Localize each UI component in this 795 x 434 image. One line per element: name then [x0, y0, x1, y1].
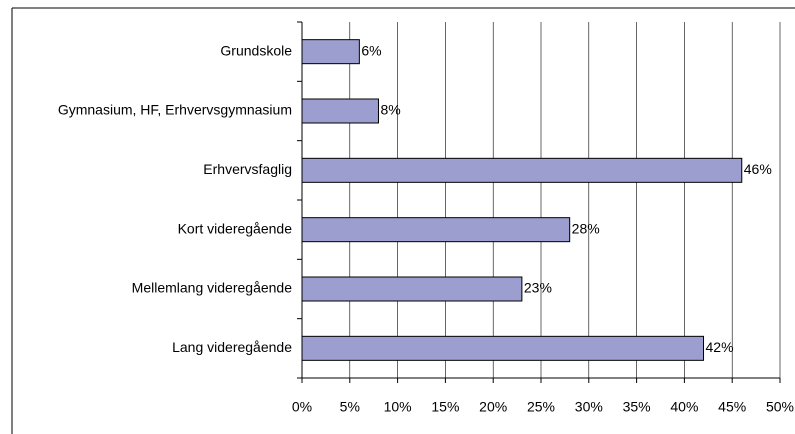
x-tick-label: 25%	[527, 399, 555, 415]
y-tick-label: Mellemlang videregående	[132, 280, 293, 296]
bar	[301, 217, 571, 243]
x-tick-label: 35%	[623, 399, 651, 415]
y-tick-label: Kort videregående	[178, 220, 293, 236]
x-tick-label: 40%	[670, 399, 698, 415]
y-tick-label: Grundskole	[220, 42, 292, 58]
x-tick-label: 50%	[766, 399, 794, 415]
data-label: 23%	[524, 280, 552, 296]
y-tick-label: Gymnasium, HF, Erhvervsgymnasium	[58, 102, 292, 118]
bar	[301, 98, 379, 124]
x-tick-label: 30%	[575, 399, 603, 415]
data-label: 6%	[361, 42, 381, 58]
x-tick-label: 15%	[431, 399, 459, 415]
x-tick-label: 10%	[384, 399, 412, 415]
bar	[301, 39, 360, 65]
data-label: 46%	[744, 161, 772, 177]
bar	[301, 276, 523, 302]
bar	[301, 157, 743, 183]
data-label: 8%	[380, 102, 400, 118]
x-tick-label: 20%	[479, 399, 507, 415]
data-label: 28%	[572, 220, 600, 236]
y-tick-label: Lang videregående	[172, 339, 292, 355]
x-tick-label: 0%	[292, 399, 312, 415]
data-label: 42%	[706, 339, 734, 355]
x-tick-label: 45%	[718, 399, 746, 415]
bar	[301, 335, 705, 361]
y-tick-label: Erhvervsfaglig	[203, 161, 292, 177]
x-tick-label: 5%	[340, 399, 360, 415]
